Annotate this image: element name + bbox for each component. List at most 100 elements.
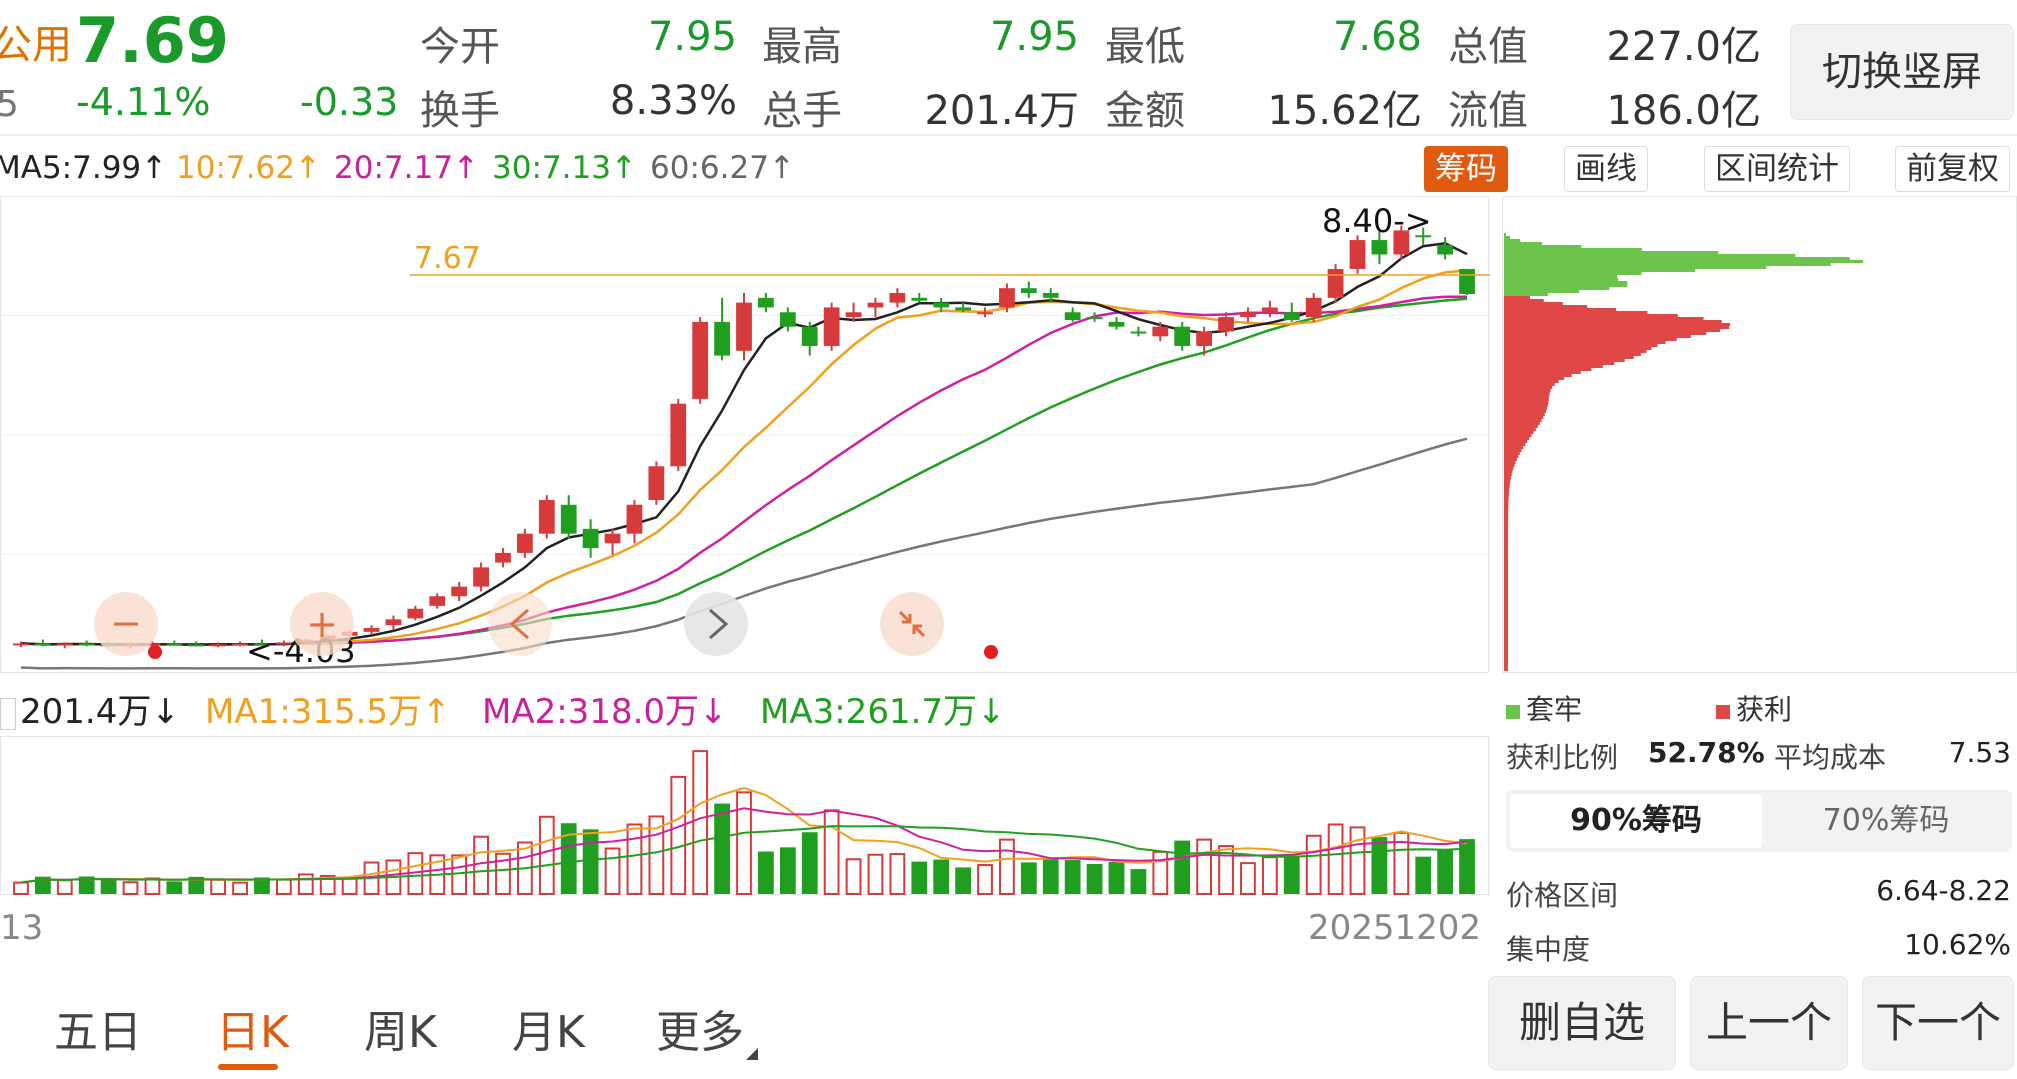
volume-bar [495,852,511,896]
volume-bar [1240,862,1256,895]
draw-line-button[interactable]: 画线 [1564,146,1648,192]
chip-bar [1504,251,1719,254]
chip-bar [1504,545,1509,548]
next-stock-button[interactable]: 下一个 [1862,976,2014,1070]
volume-bar [78,876,95,894]
chip-bar [1504,659,1508,662]
chip-bar [1504,530,1509,533]
switch-portrait-button[interactable]: 切换竖屏 [1790,24,2014,120]
candle-body [779,312,796,327]
previous-stock-button[interactable]: 上一个 [1690,976,1848,1070]
volume-bar [714,803,730,894]
chip-bar [1504,566,1509,569]
chip-range-tabs: 90%筹码 70%筹码 [1506,790,2012,852]
chip-bar [1504,599,1508,602]
chip-bar [1504,584,1508,587]
zoom-out-button[interactable]: − [94,592,158,656]
range-stats-button[interactable]: 区间统计 [1704,146,1850,192]
chip-bar [1504,494,1509,497]
chip-bar [1504,614,1508,617]
marker-dot [984,645,998,659]
chips-button[interactable]: 筹码 [1424,146,1508,192]
candle-body [560,504,577,534]
chip-bar [1504,605,1508,608]
candle-body [363,628,380,632]
volume-bar [1196,838,1213,896]
volume-bar [1283,855,1300,894]
volume-bar [1349,826,1366,895]
stat-value-amount: 15.62亿 [1267,88,1422,134]
chip-bar [1504,302,1563,305]
candle-body [1086,317,1103,320]
chip-bar [1504,452,1520,455]
volume-bar [1064,860,1081,894]
chip-bar [1504,428,1536,431]
stock-name: 公用 [0,22,72,68]
candle-body [495,552,511,563]
volume-ma3: MA3:261.7万↓ [760,692,1006,732]
volume-chart[interactable] [0,736,1490,896]
tab-five-day[interactable]: 五日 [54,1007,142,1058]
collapse-button[interactable] [880,592,944,656]
chip-bar [1504,668,1508,671]
high-marker-label: 8.40-> [1322,202,1432,240]
scroll-left-button[interactable] [488,592,552,656]
chip-bar [1504,620,1508,623]
candle-body [473,567,489,587]
volume-bar [582,829,599,894]
candle-body [714,321,730,356]
chip-bar [1504,266,1767,269]
volume-bar [758,851,774,894]
tab-monthly-k[interactable]: 月K [512,1007,585,1058]
chip-bar [1504,311,1648,314]
tab-70-chips[interactable]: 70%筹码 [1822,803,1950,838]
candle-body [736,302,752,351]
chip-bar [1504,569,1509,572]
tab-more[interactable]: 更多 [656,996,758,1060]
chip-bar [1504,248,1642,251]
adjust-button[interactable]: 前复权 [1895,146,2010,192]
delete-watchlist-button[interactable]: 删自选 [1488,976,1676,1070]
candle-body [1349,240,1366,269]
chip-bar [1504,521,1509,524]
chip-bar [1504,272,1642,275]
ma20-label: 20:7.17↑ [334,150,479,186]
chip-bar [1504,575,1509,578]
candle-body [867,302,884,308]
volume-bar [56,879,73,896]
chip-bar [1504,560,1509,563]
chip-bar [1504,257,1850,260]
candle-body [1174,326,1191,346]
scroll-right-button[interactable] [684,592,748,656]
volume-bar [670,775,687,895]
chip-bar [1504,626,1508,629]
volume-bar [1218,845,1234,896]
chip-bar [1504,374,1572,377]
chip-bar [1504,653,1508,656]
volume-toggle-icon[interactable] [0,697,16,730]
volume-bar [626,823,643,895]
tab-daily-k[interactable]: 日K [216,1007,289,1058]
price-range-label: 价格区间 [1506,879,1619,912]
stock-code: 5 [0,84,19,125]
chip-bar [1504,554,1509,557]
chip-bar [1504,650,1508,653]
chip-bar [1504,488,1510,491]
candle-body [845,312,862,318]
date-start: 13 [0,908,44,948]
zoom-in-button[interactable]: + [290,592,354,656]
collapse-icon [898,610,926,638]
chip-bar [1504,278,1619,281]
candle-body [538,499,555,534]
chip-bar [1504,395,1550,398]
chip-bar [1504,563,1509,566]
candlestick-chart[interactable]: 7.67 8.40-> <-4.03 − + [0,196,1490,674]
tab-weekly-k[interactable]: 周K [364,1007,437,1058]
date-end: 20251202 [1308,908,1482,948]
chip-bar [1504,608,1508,611]
chevron-left-icon [509,608,529,640]
candle-body [1152,326,1169,337]
volume-bar [867,853,884,895]
chip-bar [1504,416,1544,419]
tab-90-chips[interactable]: 90%筹码 [1510,794,1762,848]
